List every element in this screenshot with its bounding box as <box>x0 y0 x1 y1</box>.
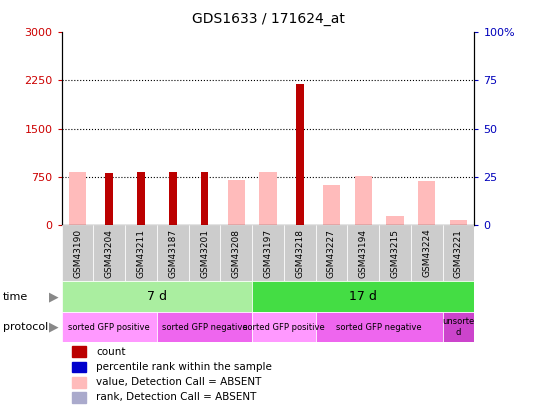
Bar <box>72 392 86 403</box>
Text: GSM43187: GSM43187 <box>168 229 177 278</box>
Bar <box>379 225 411 281</box>
Bar <box>296 84 304 225</box>
Bar <box>418 181 435 225</box>
Bar <box>137 172 145 225</box>
Text: GSM43197: GSM43197 <box>264 229 272 278</box>
Text: GSM43215: GSM43215 <box>391 229 399 278</box>
Bar <box>200 172 209 225</box>
Bar <box>450 220 467 225</box>
Bar <box>323 185 340 225</box>
Text: GDS1633 / 171624_at: GDS1633 / 171624_at <box>191 12 345 26</box>
Text: unsorte
d: unsorte d <box>442 318 474 337</box>
Bar <box>72 362 86 373</box>
Bar <box>189 225 220 281</box>
Bar <box>316 312 443 342</box>
Text: GSM43208: GSM43208 <box>232 229 241 278</box>
Text: GSM43211: GSM43211 <box>137 229 145 278</box>
Text: percentile rank within the sample: percentile rank within the sample <box>96 362 272 372</box>
Text: 17 d: 17 d <box>349 290 377 303</box>
Bar <box>93 225 125 281</box>
Text: ▶: ▶ <box>49 320 59 334</box>
Text: GSM43194: GSM43194 <box>359 229 368 278</box>
Text: sorted GFP positive: sorted GFP positive <box>243 322 325 332</box>
Bar <box>252 312 316 342</box>
Bar <box>125 225 157 281</box>
Bar <box>252 225 284 281</box>
Bar <box>411 225 443 281</box>
Bar <box>220 225 252 281</box>
Text: protocol: protocol <box>3 322 48 332</box>
Bar <box>106 173 113 225</box>
Bar <box>316 225 347 281</box>
Text: GSM43201: GSM43201 <box>200 229 209 278</box>
Text: rank, Detection Call = ABSENT: rank, Detection Call = ABSENT <box>96 392 257 403</box>
Bar <box>259 172 277 225</box>
Text: GSM43190: GSM43190 <box>73 229 82 278</box>
Bar <box>62 281 252 312</box>
Bar <box>157 312 252 342</box>
Bar <box>62 225 93 281</box>
Bar <box>284 225 316 281</box>
Bar <box>62 312 157 342</box>
Bar <box>354 176 372 225</box>
Text: sorted GFP negative: sorted GFP negative <box>336 322 422 332</box>
Text: ▶: ▶ <box>49 290 59 303</box>
Bar <box>252 281 474 312</box>
Text: value, Detection Call = ABSENT: value, Detection Call = ABSENT <box>96 377 262 387</box>
Bar <box>157 225 189 281</box>
Bar <box>72 346 86 357</box>
Bar <box>169 172 177 225</box>
Bar <box>386 216 404 225</box>
Bar <box>443 312 474 342</box>
Bar <box>443 225 474 281</box>
Bar <box>347 225 379 281</box>
Text: GSM43227: GSM43227 <box>327 229 336 277</box>
Text: 7 d: 7 d <box>147 290 167 303</box>
Text: count: count <box>96 347 125 357</box>
Text: GSM43224: GSM43224 <box>422 229 431 277</box>
Bar <box>72 377 86 388</box>
Text: GSM43221: GSM43221 <box>454 229 463 277</box>
Text: GSM43204: GSM43204 <box>105 229 114 277</box>
Text: sorted GFP negative: sorted GFP negative <box>162 322 247 332</box>
Text: sorted GFP positive: sorted GFP positive <box>69 322 150 332</box>
Bar <box>227 180 245 225</box>
Text: GSM43218: GSM43218 <box>295 229 304 278</box>
Text: time: time <box>3 292 28 302</box>
Bar <box>69 172 86 225</box>
